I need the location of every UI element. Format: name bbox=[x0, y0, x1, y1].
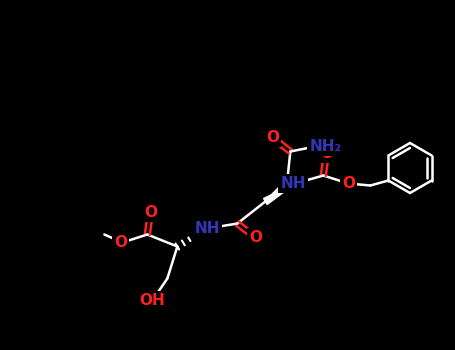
Text: O: O bbox=[342, 176, 355, 191]
Text: O: O bbox=[144, 205, 157, 220]
Text: O: O bbox=[249, 230, 262, 245]
Text: O: O bbox=[266, 130, 279, 145]
Polygon shape bbox=[263, 183, 295, 204]
Text: O: O bbox=[320, 146, 333, 161]
Text: NH: NH bbox=[195, 221, 220, 236]
Text: O: O bbox=[114, 235, 127, 250]
Text: NH₂: NH₂ bbox=[309, 139, 341, 154]
Text: NH: NH bbox=[281, 176, 306, 191]
Text: OH: OH bbox=[140, 293, 165, 308]
